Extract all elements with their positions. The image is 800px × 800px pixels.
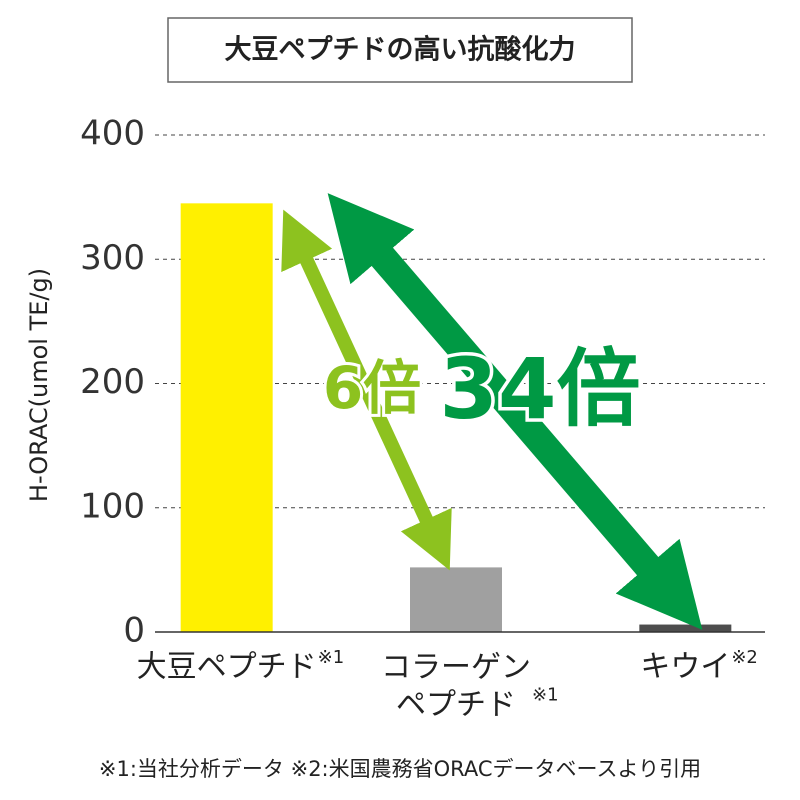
y-axis-label: H-ORAC(umol TE/g): [25, 268, 53, 502]
footnote: ※1:当社分析データ ※2:米国農務省ORACデータベースより引用: [99, 757, 701, 781]
y-tick-label: 400: [80, 114, 145, 154]
x-tick-label: 大豆ペプチド: [137, 650, 317, 685]
annotation-34x: 34倍: [440, 340, 641, 438]
bar: [639, 624, 732, 632]
category-note: ※1: [532, 685, 559, 706]
y-tick-label: 300: [80, 238, 145, 278]
annotation-6x: 6倍: [323, 354, 421, 422]
bar: [410, 567, 502, 632]
arrows: [281, 193, 703, 630]
y-tick-label: 100: [80, 486, 145, 526]
bar: [180, 203, 273, 632]
y-tick-label: 200: [80, 362, 145, 402]
category-note: ※1: [318, 647, 345, 668]
x-tick-label: コラーゲンペプチド: [381, 650, 531, 723]
x-tick-label: キウイ: [640, 650, 730, 685]
chart-title: 大豆ペプチドの高い抗酸化力: [225, 34, 576, 66]
title-box: [167, 17, 633, 83]
category-note: ※2: [731, 647, 758, 668]
y-tick-label: 0: [123, 611, 145, 651]
arrow-34x: [327, 193, 703, 630]
